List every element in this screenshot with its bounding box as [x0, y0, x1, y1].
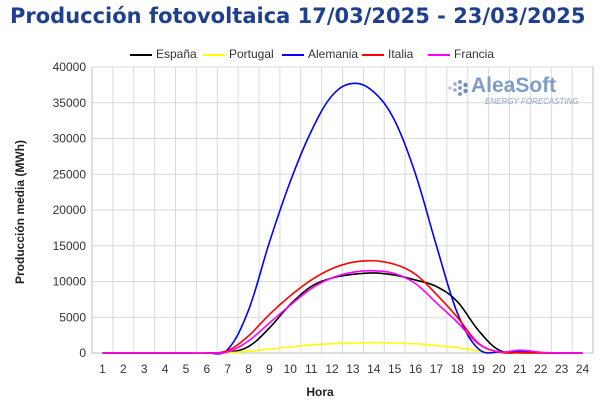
x-tick-label: 10: [284, 362, 298, 376]
y-tick-label: 35000: [53, 96, 87, 110]
x-tick-label: 18: [451, 362, 465, 376]
y-tick-label: 40000: [53, 60, 87, 74]
y-tick-label: 0: [79, 346, 86, 360]
x-tick-label: 12: [325, 362, 339, 376]
x-tick-label: 6: [203, 362, 210, 376]
logo-tagline: ENERGY FORECASTING: [485, 97, 579, 106]
x-tick-label: 20: [492, 362, 506, 376]
y-tick-label: 25000: [53, 167, 87, 181]
x-tick-label: 8: [245, 362, 252, 376]
legend-label: Italia: [388, 47, 414, 61]
logo-name: AleaSoft: [471, 74, 557, 97]
x-tick-label: 19: [472, 362, 486, 376]
x-tick-label: 14: [367, 362, 381, 376]
x-tick-label: 11: [305, 362, 318, 376]
logo-dots-icon: [448, 80, 468, 96]
legend-swatch: [428, 54, 450, 56]
x-tick-label: 17: [430, 362, 444, 376]
y-tick-label: 10000: [53, 275, 87, 289]
x-tick-label: 1: [99, 362, 106, 376]
x-tick-label: 3: [141, 362, 148, 376]
x-tick-label: 16: [409, 362, 423, 376]
legend-label: Alemania: [308, 47, 359, 61]
legend-label: España: [156, 47, 197, 61]
x-tick-label: 9: [266, 362, 273, 376]
x-tick-label: 7: [224, 362, 231, 376]
x-tick-label: 22: [534, 362, 548, 376]
y-tick-label: 5000: [59, 310, 86, 324]
x-tick-label: 2: [120, 362, 127, 376]
legend-swatch: [282, 54, 304, 56]
x-tick-label: 4: [162, 362, 169, 376]
chart-title: Producción fotovoltaica 17/03/2025 - 23/…: [10, 4, 586, 28]
series-line-francia: [102, 269, 583, 355]
legend-swatch: [130, 54, 152, 56]
x-tick-label: 15: [388, 362, 402, 376]
x-tick-label: 5: [183, 362, 190, 376]
y-tick-label: 20000: [53, 203, 87, 217]
x-axis-title: Hora: [306, 385, 334, 399]
x-tick-label: 24: [576, 362, 590, 376]
aleasoft-logo: AleaSoft ENERGY FORECASTING: [447, 74, 587, 108]
x-tick-label: 13: [346, 362, 360, 376]
y-axis-title: Producción media (MWh): [13, 140, 27, 284]
x-tick-label: 21: [513, 362, 527, 376]
legend-label: Portugal: [229, 47, 274, 61]
y-tick-label: 15000: [53, 239, 87, 253]
legend: España Portugal Alemania Italia Francia: [0, 47, 600, 63]
legend-label: Francia: [454, 47, 495, 61]
x-tick-label: 23: [555, 362, 569, 376]
legend-swatch: [203, 54, 225, 56]
legend-swatch: [362, 54, 384, 56]
y-tick-label: 30000: [53, 132, 87, 146]
